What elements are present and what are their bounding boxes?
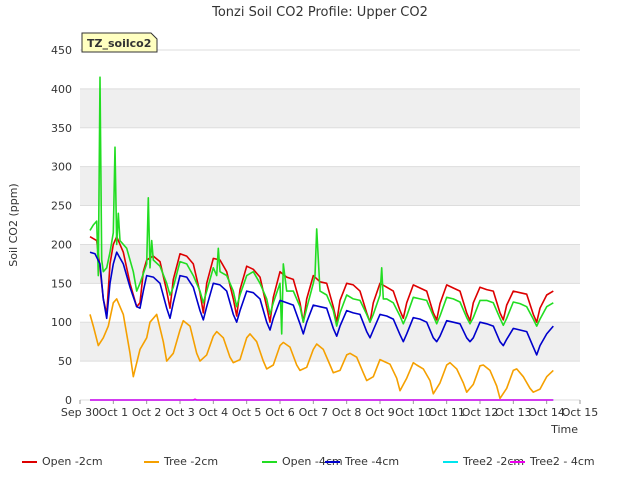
x-tick-label: Oct 1 [99,406,129,419]
plot-background [80,50,580,400]
x-tick-label: Oct 2 [132,406,162,419]
x-tick-label: Oct 11 [428,406,465,419]
x-tick-label: Oct 5 [232,406,262,419]
legend-label-4: Tree -4cm [344,455,399,468]
x-tick-label: Oct 15 [562,406,599,419]
y-tick-label: 100 [51,316,72,329]
x-tick-label: Oct 14 [528,406,565,419]
x-axis: Sep 30 Oct 1 Oct 2 Oct 3 Oct 4 Oct 5 Oct 6 Oct … [61,400,598,419]
x-tick-label: Oct 10 [395,406,432,419]
legend-label-3: Open -4cm [282,455,343,468]
y-tick-label: 0 [65,394,72,407]
series-line-3 [89,76,554,335]
y-tick-label: 300 [51,161,72,174]
x-tick-label: Oct 13 [495,406,532,419]
x-tick-label: Oct 7 [299,406,329,419]
x-tick-label: Oct 6 [265,406,295,419]
series-line-6 [90,398,554,401]
legend-label-1: Open -2cm [42,455,103,468]
legend-label-6: Tree2 - 4cm [529,455,595,468]
legend-label-5: Tree2 -2cm [462,455,524,468]
x-axis-label: Time [550,423,578,436]
legend-label-2: Tree -2cm [163,455,218,468]
plot-lines [89,76,554,401]
x-tick-label: Oct 12 [462,406,499,419]
chart-title: Tonzi Soil CO2 Profile: Upper CO2 [211,5,428,20]
y-tick-label: 150 [51,277,72,290]
y-axis: 0 50 100 150 200 250 300 350 400 450 [51,44,72,407]
series-line-4 [89,251,554,356]
y-tick-label: 50 [58,355,72,368]
y-tick-label: 450 [51,44,72,57]
x-tick-label: Oct 8 [332,406,362,419]
background-band [80,166,580,206]
series-line-1 [89,235,554,324]
x-tick-label: Sep 30 [61,406,99,419]
gridlines [80,49,580,401]
x-tick-label: Oct 3 [165,406,195,419]
y-tick-label: 200 [51,238,72,251]
dataset-badge-label: TZ_soilco2 [87,37,151,50]
x-tick-label: Oct 4 [199,406,229,419]
legend: Open -2cm Tree -2cm Open -4cm Tree -4cm Tree… [22,455,595,468]
background-band [80,88,580,128]
background-band [80,244,580,284]
x-tick-label: Oct 9 [365,406,395,419]
dataset-badge: TZ_soilco2 [81,32,158,53]
y-tick-label: 400 [51,83,72,96]
y-tick-label: 350 [51,122,72,135]
series-line-2 [89,298,554,400]
y-tick-label: 250 [51,200,72,213]
y-axis-label: Soil CO2 (ppm) [7,183,20,266]
